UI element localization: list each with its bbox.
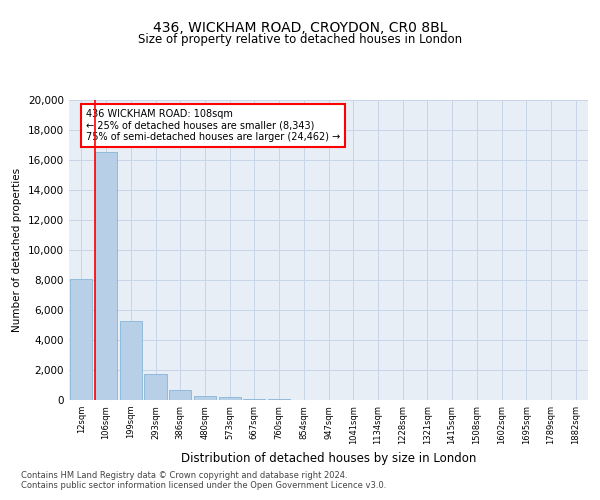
Bar <box>70 278 92 400</box>
Bar <box>145 374 167 400</box>
Text: Contains HM Land Registry data © Crown copyright and database right 2024.: Contains HM Land Registry data © Crown c… <box>21 470 347 480</box>
Bar <box>218 398 241 400</box>
Bar <box>268 399 290 400</box>
Bar <box>119 320 142 400</box>
Text: Contains public sector information licensed under the Open Government Licence v3: Contains public sector information licen… <box>21 480 386 490</box>
Text: 436 WICKHAM ROAD: 108sqm
← 25% of detached houses are smaller (8,343)
75% of sem: 436 WICKHAM ROAD: 108sqm ← 25% of detach… <box>86 109 340 142</box>
Y-axis label: Number of detached properties: Number of detached properties <box>13 168 22 332</box>
Text: 436, WICKHAM ROAD, CROYDON, CR0 8BL: 436, WICKHAM ROAD, CROYDON, CR0 8BL <box>153 20 447 34</box>
Bar <box>194 396 216 400</box>
Bar <box>95 152 117 400</box>
X-axis label: Distribution of detached houses by size in London: Distribution of detached houses by size … <box>181 452 476 466</box>
Bar <box>169 390 191 400</box>
Bar <box>243 398 265 400</box>
Text: Size of property relative to detached houses in London: Size of property relative to detached ho… <box>138 34 462 46</box>
